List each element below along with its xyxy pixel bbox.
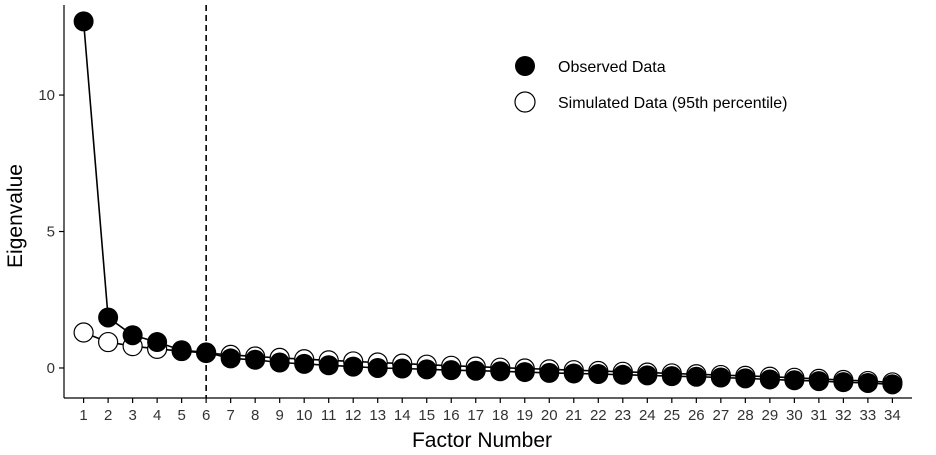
observed-point <box>514 362 535 383</box>
x-tick-label: 32 <box>835 407 852 424</box>
observed-point <box>833 372 854 393</box>
observed-point <box>171 340 192 361</box>
observed-point <box>220 348 241 369</box>
observed-point <box>588 363 609 384</box>
simulated-point <box>98 331 119 353</box>
y-axis-title: Eigenvalue <box>4 164 27 268</box>
observed-series-line <box>82 21 893 386</box>
simulated-series-line <box>83 331 893 384</box>
legend-observed-marker <box>515 56 535 76</box>
x-tick-label: 23 <box>614 407 631 424</box>
x-tick-label: 11 <box>321 407 337 424</box>
observed-point <box>735 368 756 389</box>
x-tick-label: 31 <box>811 407 828 424</box>
y-axis-ticks: 0 5 10 <box>38 87 64 377</box>
observed-point <box>269 352 290 373</box>
x-tick-label: 17 <box>467 407 484 424</box>
observed-point <box>784 370 805 391</box>
legend: Observed Data Simulated Data (95th perce… <box>514 56 787 113</box>
y-tick-label: 10 <box>38 87 55 104</box>
observed-point <box>122 325 143 346</box>
x-tick-label: 3 <box>128 407 136 424</box>
series-lines <box>82 21 893 386</box>
observed-point <box>245 349 266 370</box>
y-tick-label: 5 <box>47 224 55 241</box>
observed-point <box>465 360 486 381</box>
observed-point <box>367 357 388 378</box>
simulated-point <box>73 322 94 343</box>
observed-point <box>857 372 878 393</box>
x-tick-label: 21 <box>565 407 582 424</box>
observed-point <box>416 359 437 380</box>
x-tick-label: 25 <box>663 407 680 424</box>
x-tick-label: 4 <box>153 407 161 424</box>
legend-observed-label: Observed Data <box>558 59 666 76</box>
x-tick-label: 19 <box>516 407 533 424</box>
x-tick-label: 29 <box>762 407 779 424</box>
observed-point <box>441 360 462 381</box>
x-tick-label: 6 <box>202 407 210 424</box>
x-axis-ticks: 1 2 3 4 5 6 7 8 9 10 11 12 13 14 15 16 17 18 19 20 21 22 23 24 2… <box>79 398 901 424</box>
x-tick-label: 22 <box>590 407 607 424</box>
x-tick-label: 1 <box>79 407 87 424</box>
observed-point <box>490 361 511 382</box>
observed-point <box>343 356 364 377</box>
observed-point <box>392 358 413 379</box>
x-tick-label: 20 <box>541 407 558 424</box>
observed-point <box>661 366 682 387</box>
observed-point <box>882 374 903 395</box>
legend-simulated-label: Simulated Data (95th percentile) <box>558 95 787 112</box>
observed-point <box>563 363 584 384</box>
x-tick-label: 2 <box>104 407 112 424</box>
x-tick-label: 28 <box>737 407 754 424</box>
x-tick-label: 24 <box>639 407 656 424</box>
x-tick-label: 33 <box>860 407 877 424</box>
x-tick-label: 14 <box>394 407 411 424</box>
observed-point <box>98 307 119 328</box>
x-tick-label: 13 <box>369 407 386 424</box>
observed-points <box>73 11 903 395</box>
x-tick-label: 34 <box>884 407 901 424</box>
observed-point <box>808 371 829 392</box>
observed-point <box>539 362 560 383</box>
y-tick-label: 0 <box>47 360 55 377</box>
x-tick-label: 27 <box>712 407 729 424</box>
observed-point <box>710 367 731 388</box>
observed-point <box>759 369 780 390</box>
x-tick-label: 26 <box>688 407 705 424</box>
observed-point <box>612 364 633 385</box>
x-tick-label: 12 <box>345 407 362 424</box>
x-tick-label: 15 <box>418 407 435 424</box>
observed-point <box>637 365 658 386</box>
x-axis-title: Factor Number <box>412 429 552 452</box>
x-tick-label: 5 <box>177 407 185 424</box>
x-tick-label: 30 <box>786 407 803 424</box>
x-tick-label: 10 <box>296 407 313 424</box>
observed-point <box>294 353 315 374</box>
legend-simulated-marker <box>514 91 536 113</box>
observed-point <box>147 332 168 353</box>
x-tick-label: 7 <box>226 407 234 424</box>
observed-point <box>196 342 217 363</box>
observed-point <box>73 11 94 32</box>
x-tick-label: 16 <box>443 407 460 424</box>
x-tick-label: 9 <box>276 407 284 424</box>
observed-point <box>686 366 707 387</box>
observed-point <box>318 355 339 376</box>
x-tick-label: 8 <box>251 407 259 424</box>
x-tick-label: 18 <box>492 407 509 424</box>
